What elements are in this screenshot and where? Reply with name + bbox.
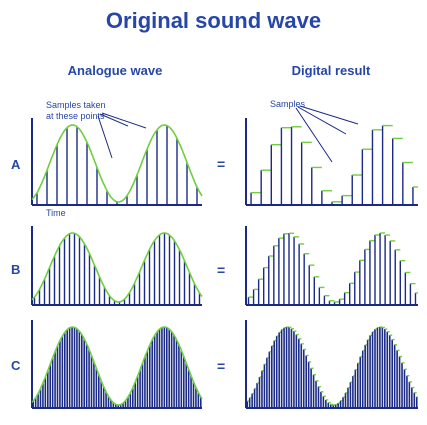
annotation-pointer: [102, 113, 146, 128]
annotation-pointer: [300, 106, 358, 124]
plots-group: [32, 118, 418, 408]
annotation-pointer: [298, 107, 346, 134]
at-these-points-note: at these points: [46, 111, 105, 121]
time-axis-label: Time: [46, 208, 66, 218]
samples-taken-note: Samples taken: [46, 100, 106, 110]
annotation-pointer: [98, 116, 112, 158]
samples-note: Samples: [270, 99, 306, 109]
analogue-wave-curve-b: [32, 233, 202, 302]
